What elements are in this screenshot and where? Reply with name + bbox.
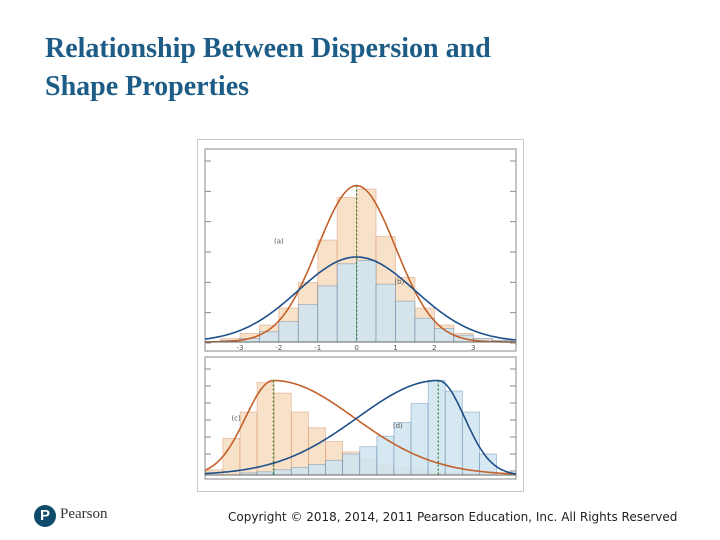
- histogram-bar-b: [356, 260, 377, 343]
- title-line-1: Relationship Between Dispersion and: [45, 33, 491, 64]
- histogram-bar-b: [278, 321, 299, 343]
- histogram-bar-b: [375, 283, 396, 343]
- curve-c: [204, 379, 517, 475]
- x-tick-label: -2: [275, 344, 282, 352]
- series-label: (b): [394, 278, 404, 286]
- series-label: (c): [231, 414, 241, 422]
- pearson-logo: P Pearson: [34, 505, 154, 531]
- histogram-bar-b: [336, 263, 358, 343]
- histogram-bar-b: [395, 300, 416, 343]
- x-tick-label: 3: [471, 344, 475, 352]
- histogram-figure: -3 -2 -1 0 1 2 3 (a) (b) (c) (d): [204, 148, 517, 480]
- series-label: (d): [393, 422, 403, 430]
- histogram-bar-c: [239, 411, 258, 476]
- histogram-bar-d: [359, 446, 378, 476]
- histogram-bar-d: [308, 464, 326, 476]
- chart-panel-top: -3 -2 -1 0 1 2 3 (a) (b): [204, 148, 517, 352]
- histogram-bar-d: [325, 459, 344, 476]
- chart-panel-bottom: (c) (d): [204, 356, 517, 480]
- histogram-bar-c: [290, 411, 309, 476]
- curve-d: [204, 379, 517, 475]
- x-tick-label: -3: [236, 344, 243, 352]
- copyright-text: Copyright © 2018, 2014, 2011 Pearson Edu…: [228, 510, 678, 524]
- histogram-bar-b: [414, 317, 435, 343]
- x-tick-label: 1: [393, 344, 397, 352]
- slide-title: Relationship Between Dispersion and Shap…: [45, 30, 685, 106]
- histogram-bar-b: [297, 304, 319, 343]
- pearson-logo-text: Pearson: [60, 506, 108, 522]
- x-tick-label: 2: [432, 344, 436, 352]
- pearson-logo-icon: P: [34, 505, 56, 527]
- title-line-2: Shape Properties: [45, 71, 250, 102]
- histogram-bar-b: [317, 285, 338, 343]
- histogram-bar-c: [256, 382, 275, 476]
- histogram-bar-d: [444, 390, 463, 476]
- series-label: (a): [274, 237, 284, 245]
- histogram-bar-d: [410, 403, 429, 476]
- histogram-bar-d: [273, 469, 292, 476]
- curve-b: [204, 256, 517, 341]
- x-tick-label: -1: [314, 344, 321, 352]
- histogram-bar-d: [290, 467, 309, 476]
- x-tick-label: 0: [354, 344, 358, 352]
- histogram-bar-d: [342, 453, 361, 476]
- curve-a: [205, 184, 516, 343]
